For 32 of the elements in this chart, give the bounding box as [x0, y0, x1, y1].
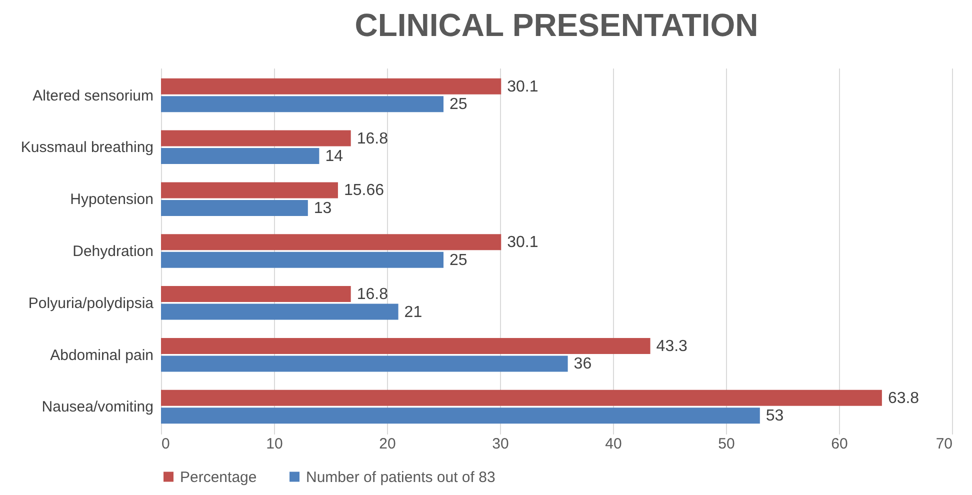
data-label: 16.8: [356, 286, 388, 304]
y-tick-label: Hypotension: [70, 191, 154, 208]
data-label: 13: [314, 200, 332, 217]
data-label: 16.8: [356, 130, 388, 148]
x-tick-label: 70: [936, 436, 952, 452]
x-tick-label: 20: [379, 436, 396, 452]
data-label: 30.1: [507, 234, 538, 252]
data-label: 15.66: [344, 182, 384, 200]
legend-label: Number of patients out of 83: [306, 468, 496, 486]
legend-label: Percentage: [180, 468, 257, 486]
chart-title: CLINICAL PRESENTATION: [354, 7, 758, 43]
y-tick-label: Kussmaul breathing: [20, 139, 154, 156]
data-label: 25: [450, 252, 468, 269]
data-label: 53: [766, 408, 784, 425]
data-label: 43.3: [656, 338, 688, 355]
x-tick-label: 60: [831, 436, 848, 452]
y-tick-label: Nausea/vomiting: [42, 398, 154, 416]
x-tick-label: 30: [492, 436, 509, 452]
y-tick-label: Dehydration: [72, 243, 154, 260]
data-label: 36: [574, 356, 592, 373]
data-label: 25: [450, 96, 468, 114]
y-tick-label: Altered sensorium: [32, 87, 154, 104]
x-tick-label: 0: [162, 436, 170, 452]
data-label: 14: [325, 148, 344, 166]
data-label: 21: [404, 304, 422, 321]
x-tick-label: 40: [605, 436, 622, 452]
y-tick-label: Abdominal pain: [50, 346, 154, 364]
data-label: 30.1: [507, 78, 538, 96]
data-label: 63.8: [888, 390, 920, 407]
x-tick-label: 50: [718, 436, 735, 452]
y-tick-label: Polyuria/polydipsia: [28, 294, 154, 312]
x-tick-label: 10: [266, 436, 283, 452]
